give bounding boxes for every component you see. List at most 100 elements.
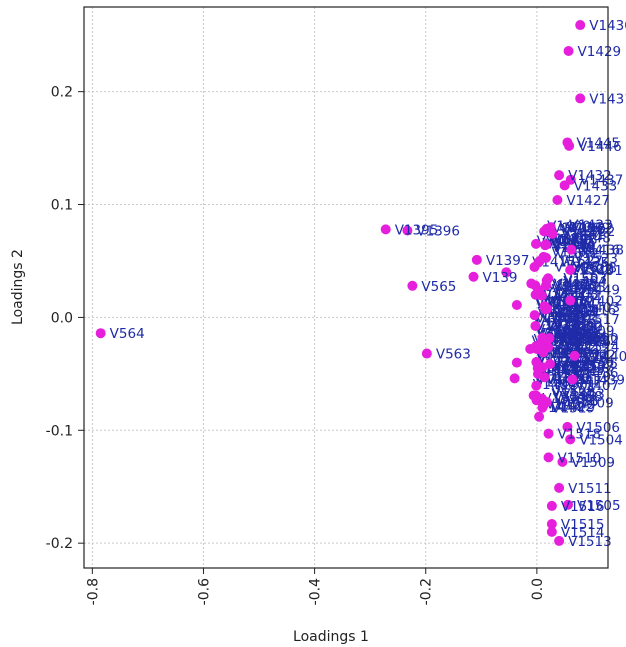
data-point (552, 195, 563, 206)
data-point (540, 240, 551, 251)
cluster-label: V1435 (552, 282, 596, 298)
data-point (421, 348, 432, 359)
point-label: V1518 (558, 427, 602, 443)
data-point (562, 499, 573, 510)
cluster-label: V1406 (546, 319, 590, 335)
cluster-label: V1517 (576, 312, 620, 328)
x-tick-label: -0.2 (419, 578, 435, 605)
cluster-label: V1422 (575, 333, 619, 349)
x-tick-label: -0.4 (308, 578, 324, 605)
data-point (567, 374, 578, 385)
point-label: V1519 (551, 401, 595, 417)
y-tick-label: -0.2 (46, 536, 73, 552)
cluster-label: V1400 (547, 219, 591, 235)
cluster-label: V1502 (569, 262, 613, 278)
point-label: V1439 (581, 372, 625, 388)
data-point (537, 402, 548, 413)
y-tick-label: 0.0 (51, 310, 73, 326)
cluster-label: V1523 (571, 262, 615, 278)
data-point (557, 456, 568, 467)
cluster-label: V1403 (562, 334, 606, 350)
cluster-label: V1522 (535, 317, 579, 333)
data-point (511, 299, 522, 310)
point-label: V1438 (580, 243, 624, 259)
cluster-label: V1399 (554, 389, 598, 405)
y-tick-label: -0.1 (46, 423, 73, 439)
point-label: V1432 (568, 168, 612, 184)
cluster-label: V1424 (564, 329, 608, 345)
cluster-label: V1501 (553, 377, 597, 393)
data-point (543, 452, 554, 463)
data-point (559, 180, 570, 191)
cluster-label: V1409 (570, 395, 614, 411)
data-point (543, 428, 554, 439)
cluster-label: V1403 (542, 311, 586, 327)
data-point (569, 350, 580, 361)
y-axis: 0.2 0.1 0.0 -0.1 -0.2 (46, 85, 84, 552)
data-point (529, 310, 540, 321)
cluster-label: V1450 (556, 302, 600, 318)
cluster-label: V1524 (557, 329, 601, 345)
y-axis-title: Loadings 2 (10, 249, 26, 325)
cluster-label: V1422 (555, 308, 599, 324)
point-label: V1509 (571, 455, 615, 471)
cluster-label: V1423 (552, 277, 596, 293)
data-point (501, 267, 512, 278)
x-tick-label: -0.6 (196, 578, 212, 605)
point-label: V1426 (560, 220, 604, 236)
data-point (566, 244, 577, 255)
cluster-label: V1507 (571, 358, 615, 374)
data-point (554, 535, 565, 546)
data-point (509, 373, 520, 384)
cluster-label: V1414 (554, 318, 598, 334)
cluster-label: V1403 (576, 300, 620, 316)
cluster-label: V1404 (552, 324, 596, 340)
cluster-label: V1501 (557, 326, 601, 342)
data-point (544, 359, 555, 370)
data-point (546, 526, 557, 537)
cluster-label: V1525 (575, 356, 619, 372)
cluster-label: V1408 (553, 354, 597, 370)
cluster-label: V1443 (561, 386, 605, 402)
cluster-label: V1418 (554, 232, 598, 248)
point-label: V1445 (576, 135, 620, 151)
data-point (402, 225, 413, 236)
cluster-label: V1399 (566, 220, 610, 236)
cluster-label: V1423 (569, 217, 613, 233)
cluster-label: V1412 (536, 316, 580, 332)
cluster-label: V1508 (545, 236, 589, 252)
cluster-label: V1409 (571, 324, 615, 340)
cluster-label: V1508 (573, 260, 617, 276)
data-point (546, 518, 557, 529)
data-point (565, 265, 576, 276)
cluster-label: V1424 (554, 305, 598, 321)
point-label: V1440 (584, 349, 626, 365)
plot-frame (83, 6, 609, 569)
data-point (543, 273, 554, 284)
point-label: V1429 (578, 44, 622, 60)
data-point (530, 238, 541, 249)
point-label: V1427 (566, 193, 610, 209)
data-point (531, 380, 542, 391)
cluster-label: V1404 (552, 298, 596, 314)
cluster-label: V1410 (567, 369, 611, 385)
point-label: V1402 (579, 293, 623, 309)
point-label: V139 (483, 270, 518, 286)
point-label: V1433 (574, 178, 618, 194)
cluster-label: V1420 (559, 319, 603, 335)
point-label: V1395 (395, 222, 439, 238)
cluster-label: V1407 (546, 397, 590, 413)
x-tick-label: -0.8 (85, 578, 101, 605)
data-point (526, 278, 537, 289)
cluster-label: V1406 (549, 232, 593, 248)
data-point (564, 140, 575, 151)
data-point (563, 46, 574, 57)
cluster-label: V1444 (551, 330, 595, 346)
cluster-label: V1423 (561, 361, 605, 377)
cluster-label: V1512 (563, 332, 607, 348)
point-label: V1510 (558, 450, 602, 466)
cluster-label: V1502 (572, 347, 616, 363)
y-tick-label: 0.1 (51, 198, 73, 214)
point-label: V564 (110, 326, 145, 342)
